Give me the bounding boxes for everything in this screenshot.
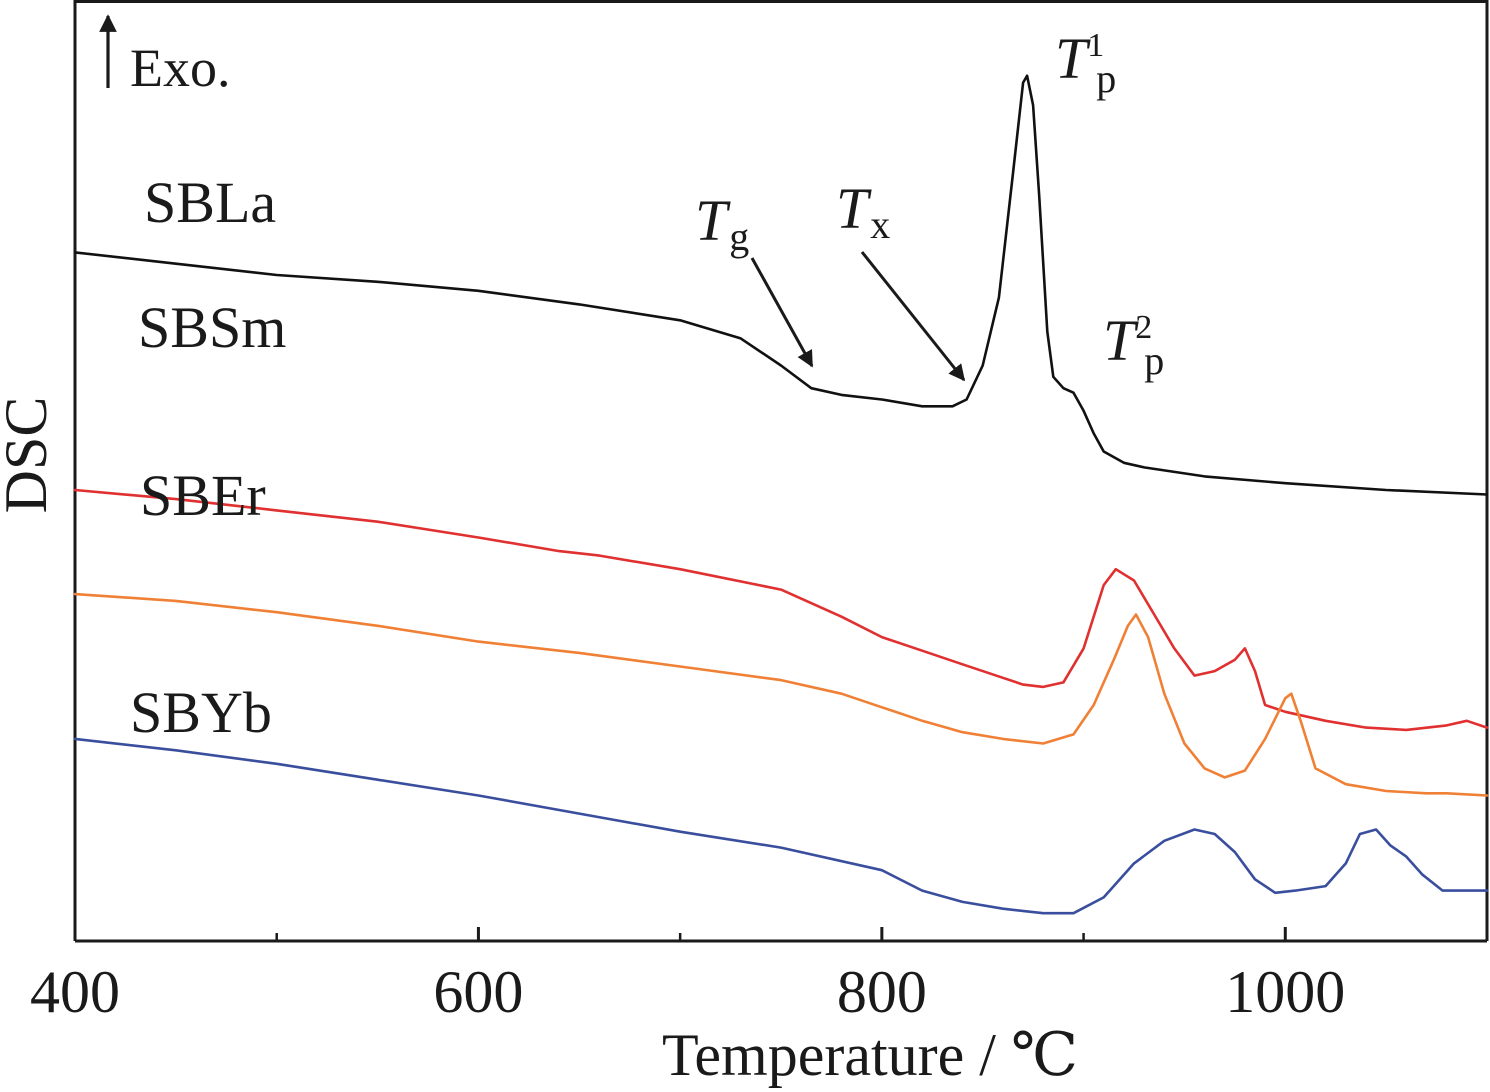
tx-arrow	[860, 251, 966, 382]
x-tick-label: 400	[30, 959, 120, 1025]
tg-subscript: g	[729, 214, 749, 259]
y-axis-title: DSC	[0, 397, 59, 514]
exo-label: Exo.	[130, 38, 231, 98]
curve-sbyb	[73, 737, 1489, 915]
x-ticks: 400 600 800 1000	[30, 927, 1345, 1025]
series-label-sbla: SBLa	[144, 170, 276, 235]
tp2-subscript: p	[1144, 338, 1164, 383]
tg-arrow	[750, 257, 814, 368]
tp1-superscript: 1	[1087, 27, 1104, 64]
x-tick-label: 800	[837, 959, 927, 1025]
dsc-curves	[73, 74, 1489, 915]
series-labels: SBLa SBSm SBEr SBYb	[130, 170, 286, 745]
tx-subscript: x	[870, 202, 890, 247]
annotations: Tg Tx T1 p T2 p	[695, 26, 1164, 383]
series-label-sbyb: SBYb	[130, 680, 272, 745]
x-axis-title: Temperature / ℃	[662, 1022, 1078, 1088]
curve-sbsm	[73, 488, 1489, 732]
series-label-sbsm: SBSm	[138, 295, 286, 360]
tp1-annotation: T1 p	[1055, 26, 1116, 101]
x-tick-label: 1000	[1225, 959, 1345, 1025]
tx-annotation: Tx	[836, 176, 890, 247]
x-tick-label: 600	[433, 959, 523, 1025]
tp1-symbol: T	[1055, 26, 1091, 91]
tx-symbol: T	[836, 176, 872, 241]
plot-frame	[73, 0, 1489, 943]
exo-indicator: Exo.	[99, 14, 231, 98]
tp1-subscript: p	[1096, 56, 1116, 101]
tp2-symbol: T	[1103, 308, 1139, 373]
tp2-annotation: T2 p	[1103, 308, 1164, 383]
tp2-superscript: 2	[1135, 309, 1152, 346]
tg-annotation: Tg	[695, 188, 749, 259]
curve-sber	[73, 592, 1489, 797]
tg-symbol: T	[695, 188, 731, 253]
curve-sbla	[73, 74, 1489, 496]
series-label-sber: SBEr	[140, 463, 266, 528]
